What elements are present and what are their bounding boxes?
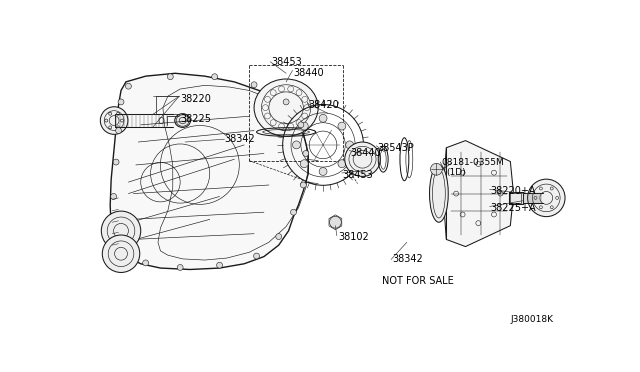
Circle shape (300, 182, 307, 188)
Bar (510, 193, 521, 203)
Text: (1D): (1D) (446, 168, 466, 177)
Text: NOT FOR SALE: NOT FOR SALE (382, 276, 454, 286)
Circle shape (125, 83, 131, 89)
Ellipse shape (175, 114, 191, 128)
Ellipse shape (429, 165, 448, 222)
Text: 38453: 38453 (343, 170, 374, 180)
Circle shape (338, 122, 346, 130)
Circle shape (167, 74, 173, 80)
Text: J380018K: J380018K (510, 315, 554, 324)
Circle shape (300, 122, 308, 130)
Circle shape (319, 114, 327, 122)
Polygon shape (443, 141, 513, 247)
Bar (163, 116, 177, 125)
Circle shape (118, 99, 124, 105)
Bar (163, 116, 177, 125)
Circle shape (143, 260, 148, 266)
Circle shape (300, 160, 308, 168)
Circle shape (253, 253, 259, 259)
Circle shape (251, 82, 257, 88)
Circle shape (113, 225, 119, 231)
Circle shape (319, 167, 327, 176)
Circle shape (216, 262, 223, 268)
Circle shape (291, 209, 296, 215)
Circle shape (346, 141, 354, 149)
Text: 38453: 38453 (271, 57, 302, 67)
Circle shape (116, 128, 122, 134)
Circle shape (330, 217, 341, 228)
Circle shape (101, 211, 141, 250)
Circle shape (276, 234, 282, 240)
Ellipse shape (254, 79, 318, 136)
Circle shape (303, 151, 308, 157)
Circle shape (298, 122, 304, 128)
Text: 38543P: 38543P (378, 143, 414, 153)
Bar (164, 116, 175, 125)
Text: 38225+A: 38225+A (491, 203, 536, 213)
Circle shape (431, 163, 442, 175)
Circle shape (177, 264, 183, 270)
Text: 38440: 38440 (350, 148, 381, 158)
Circle shape (212, 74, 218, 80)
Ellipse shape (345, 142, 380, 176)
Text: 38220+A: 38220+A (491, 186, 536, 196)
Circle shape (113, 159, 119, 165)
Polygon shape (110, 73, 308, 269)
Circle shape (100, 107, 128, 134)
Circle shape (283, 99, 289, 105)
Text: 08181-0355M: 08181-0355M (442, 158, 504, 167)
Circle shape (102, 235, 140, 272)
Text: 38220: 38220 (180, 94, 211, 104)
Text: 38342: 38342 (392, 254, 423, 264)
Bar (509, 192, 523, 204)
Circle shape (527, 179, 565, 217)
Text: 38420: 38420 (308, 100, 339, 110)
Circle shape (338, 160, 346, 168)
Text: 38440: 38440 (294, 68, 324, 78)
Text: 38102: 38102 (338, 231, 369, 241)
Bar (509, 192, 523, 204)
Circle shape (111, 193, 116, 199)
Text: 38225: 38225 (180, 114, 211, 124)
Circle shape (123, 248, 129, 254)
Circle shape (292, 141, 300, 149)
Text: 38342: 38342 (225, 134, 255, 144)
